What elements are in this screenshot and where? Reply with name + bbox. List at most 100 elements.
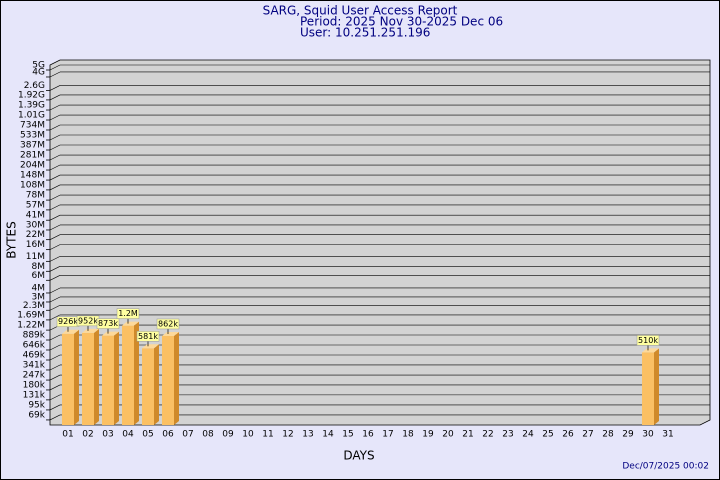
x-tick-label: 23 — [502, 430, 513, 440]
grid-depth — [49, 144, 61, 151]
x-tick-label: 12 — [282, 430, 293, 440]
x-tick-label: 11 — [262, 430, 273, 440]
y-tick-label: 1.01G — [18, 111, 45, 121]
y-tick-label: 281M — [20, 151, 45, 161]
bar-side — [154, 344, 159, 425]
grid-depth — [49, 334, 61, 341]
bar-top — [62, 329, 79, 334]
value-label-box — [636, 335, 660, 346]
bar-group: 862k — [156, 318, 180, 425]
x-tick-label: 02 — [82, 430, 93, 440]
grid-depth — [49, 275, 61, 281]
y-tick-label: 8M — [32, 262, 46, 272]
chart-user: User: 10.251.251.196 — [300, 26, 430, 40]
y-tick-label: 2.3M — [23, 301, 45, 311]
bar-side — [654, 348, 659, 425]
bar-side — [114, 331, 119, 425]
bar-group: 926k — [56, 316, 80, 425]
chart-title: SARG, Squid User Access Report — [263, 4, 458, 18]
bar — [122, 325, 134, 425]
bar-side — [74, 329, 79, 425]
y-tick-label: 5G — [32, 61, 45, 71]
x-tick-label: 29 — [622, 430, 634, 440]
bar-top — [142, 344, 159, 349]
x-tick-label: 17 — [382, 430, 393, 440]
grid-depth — [49, 71, 61, 78]
grid-depth — [49, 164, 61, 171]
value-label-box — [116, 308, 140, 319]
value-label: 862k — [158, 319, 178, 328]
y-tick-label: 131k — [23, 390, 46, 400]
y-tick-label: 11M — [26, 252, 45, 262]
bar — [162, 335, 174, 425]
y-tick-label: 6M — [32, 271, 46, 281]
y-tick-label: 533M — [20, 131, 45, 141]
x-tick-label: 14 — [322, 430, 334, 440]
value-label: 581k — [138, 332, 158, 341]
grid-depth — [49, 94, 61, 101]
value-label-box — [156, 318, 180, 330]
y-tick-label: 69k — [28, 410, 45, 420]
grid-depth — [49, 404, 61, 411]
x-tick-label: 01 — [62, 430, 73, 440]
grid-depth — [49, 374, 61, 381]
grid-depth — [49, 364, 61, 371]
x-tick-label: 26 — [562, 430, 574, 440]
x-tick-label: 27 — [582, 430, 593, 440]
grid-depth — [49, 154, 61, 161]
y-tick-label: 16M — [26, 240, 45, 250]
value-label: 926k — [58, 317, 78, 326]
grid-depth — [49, 287, 61, 294]
x-tick-label: 07 — [182, 430, 193, 440]
grid-depth — [49, 296, 61, 303]
y-tick-label: 41M — [26, 211, 45, 221]
grid-depth — [49, 124, 61, 131]
bar — [642, 352, 654, 425]
x-tick-label: 09 — [222, 430, 234, 440]
grid-depth — [49, 224, 61, 231]
bar-side — [174, 331, 179, 425]
footer: Dec/07/2025 00:02 — [622, 462, 709, 472]
bar-group: 952k — [76, 315, 100, 425]
bar — [102, 335, 114, 425]
grid-depth — [49, 314, 61, 321]
y-tick-label: 734M — [20, 120, 45, 130]
grid-depth — [49, 214, 61, 221]
x-tick-label: 20 — [442, 430, 454, 440]
bar-top — [82, 328, 99, 333]
x-tick-label: 08 — [202, 430, 214, 440]
x-tick-label: 22 — [482, 430, 493, 440]
grid-depth — [49, 305, 61, 311]
y-tick-label: 95k — [28, 400, 45, 410]
x-tick-label: 19 — [422, 430, 434, 440]
bar-group: 510k — [636, 335, 660, 425]
y-tick-label: 3M — [32, 292, 46, 302]
y-tick-label: 1.39G — [18, 101, 45, 111]
grid-depth — [49, 104, 61, 111]
bar-group: 873k — [96, 318, 120, 425]
grid-depth — [49, 194, 61, 201]
x-tick-label: 10 — [242, 430, 254, 440]
y-tick-label: 22M — [26, 230, 45, 240]
bar — [82, 332, 94, 425]
x-tick-label: 25 — [542, 430, 553, 440]
y-tick-label: 2.6G — [24, 81, 45, 91]
bar — [142, 348, 154, 425]
grid-depth — [49, 114, 61, 121]
y-tick-label: 1.22M — [17, 321, 45, 331]
bar-group: 581k — [136, 331, 160, 425]
y-tick-label: 387M — [20, 141, 45, 151]
x-tick-label: 05 — [142, 430, 153, 440]
grid-depth — [49, 204, 61, 211]
grid-depth — [49, 134, 61, 141]
grid-depth — [49, 85, 61, 91]
y-tick-label: 204M — [20, 161, 45, 171]
x-tick-label: 06 — [162, 430, 174, 440]
x-tick-label: 04 — [122, 430, 134, 440]
y-tick-label: 108M — [20, 180, 45, 190]
value-label: 510k — [638, 336, 658, 345]
bar-top — [102, 331, 119, 336]
plot-area — [49, 59, 711, 426]
bar-side — [94, 328, 99, 425]
grid-depth — [49, 354, 61, 361]
